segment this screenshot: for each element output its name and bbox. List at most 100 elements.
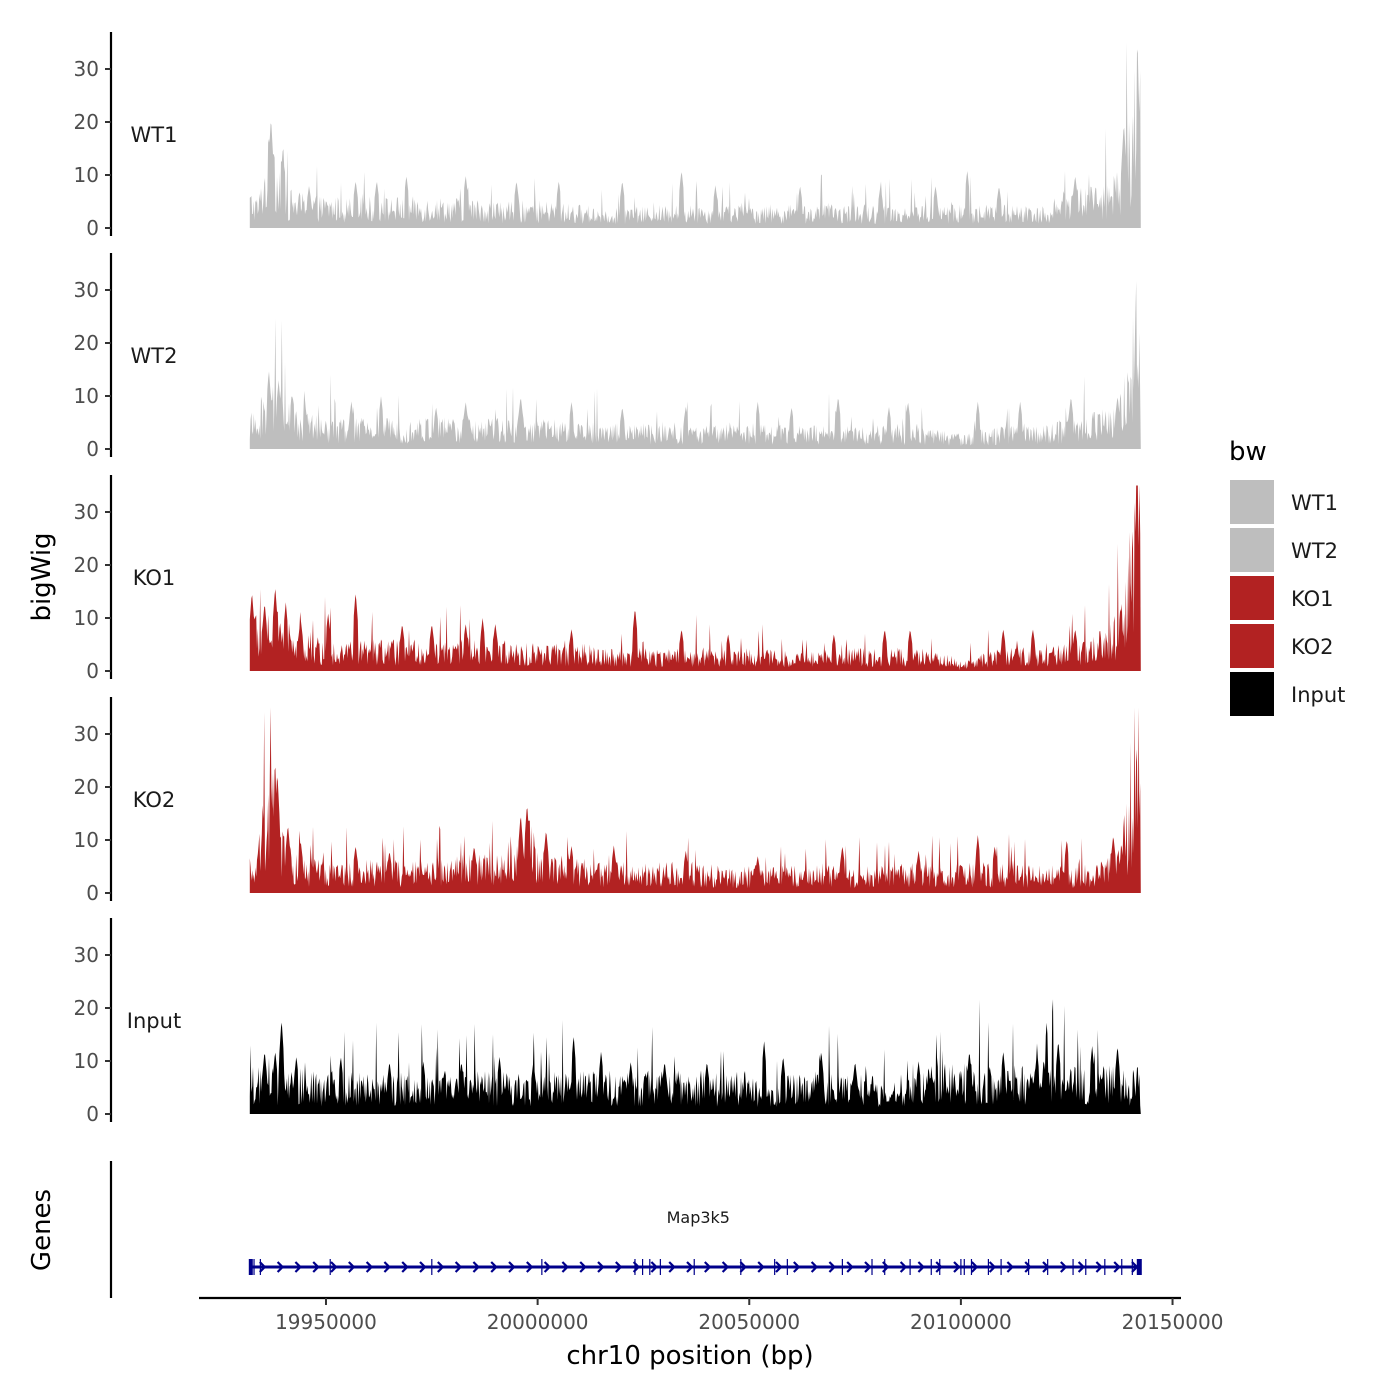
legend-entry-wt2: WT2 (1230, 528, 1338, 572)
strand-arrow (312, 1261, 320, 1273)
strand-arrow (437, 1261, 445, 1273)
strand-arrow (988, 1261, 997, 1273)
legend-label: KO2 (1291, 635, 1334, 659)
track-input: 0 10 20 30 Input (74, 918, 1141, 1126)
y-tick-label: 20 (74, 331, 99, 355)
legend-swatch (1230, 480, 1274, 524)
track-wt1: 0 10 20 30 WT1 (74, 32, 1141, 240)
y-tick-label: 30 (74, 278, 99, 302)
x-tick-label: 20150000 (1122, 1310, 1224, 1334)
exon-mark (248, 1259, 253, 1275)
legend-swatch (1230, 624, 1274, 668)
track-ko1: 0 10 20 30 KO1 (74, 475, 1141, 683)
y-tick-label: 20 (74, 996, 99, 1020)
signal-area-ko2 (249, 707, 1141, 893)
legend-swatch (1230, 528, 1274, 572)
strand-arrow (401, 1261, 409, 1273)
y-tick-label: 10 (74, 163, 99, 187)
strand-arrow (615, 1261, 623, 1273)
legend-swatch (1230, 672, 1274, 716)
legend-entry-wt1: WT1 (1230, 480, 1338, 524)
strand-arrow (490, 1261, 498, 1273)
strand-arrow (846, 1261, 854, 1273)
track-label-ko1: KO1 (133, 566, 176, 590)
strand-arrow (793, 1261, 801, 1273)
y-tick-label: 20 (74, 553, 99, 577)
strand-arrow (917, 1261, 925, 1273)
strand-arrow (579, 1261, 587, 1273)
signal-area-input (249, 999, 1141, 1114)
strand-arrow (419, 1261, 427, 1273)
y-tick-label: 30 (74, 722, 99, 746)
y-tick-label: 30 (74, 500, 99, 524)
strand-arrow (953, 1261, 961, 1273)
strand-arrow (348, 1261, 356, 1273)
signal-area-wt1 (249, 42, 1141, 228)
genes-track-title: Genes (27, 1189, 57, 1271)
y-tick-label: 0 (86, 437, 99, 461)
strand-arrow (1024, 1261, 1032, 1273)
y-tick-label: 10 (74, 384, 99, 408)
strand-arrow (1077, 1261, 1086, 1273)
track-label-input: Input (127, 1009, 181, 1033)
y-tick-label: 10 (74, 828, 99, 852)
strand-arrow (276, 1261, 285, 1273)
y-tick-label: 30 (74, 57, 99, 81)
genes-track: Genes Map3k5 (27, 1161, 1142, 1298)
legend-entry-ko1: KO1 (1230, 576, 1334, 620)
x-tick-label: 20050000 (698, 1310, 800, 1334)
legend-title: bw (1229, 437, 1267, 467)
legend-label: Input (1291, 683, 1345, 707)
strand-arrow (704, 1261, 712, 1273)
strand-arrow (259, 1261, 267, 1273)
strand-arrow (561, 1261, 569, 1273)
gene-map3k5: Map3k5 (248, 1208, 1142, 1275)
legend-entry-ko2: KO2 (1230, 624, 1334, 668)
x-axis-ticks: 19950000 20000000 20050000 20100000 20150000 (275, 1298, 1223, 1334)
track-label-wt1: WT1 (131, 123, 178, 147)
strand-arrow (472, 1261, 480, 1273)
strand-arrow (864, 1261, 872, 1273)
legend-label: WT1 (1291, 491, 1338, 515)
y-tick-label: 10 (74, 606, 99, 630)
x-tick-label: 19950000 (275, 1310, 377, 1334)
y-axis-title: bigWig (27, 532, 57, 621)
x-axis: 19950000 20000000 20050000 20100000 20150000… (199, 1296, 1223, 1371)
legend-entries: WT1 WT2 KO1 KO2 Input (1230, 480, 1345, 716)
track-ko2: 0 10 20 30 KO2 (74, 697, 1141, 905)
strand-arrow (383, 1261, 391, 1273)
strand-arrow (1095, 1261, 1103, 1273)
track-label-ko2: KO2 (133, 788, 176, 812)
track-label-wt2: WT2 (131, 344, 178, 368)
strand-arrow (971, 1261, 979, 1273)
strand-arrow (721, 1261, 730, 1273)
strand-arrow (775, 1261, 783, 1273)
strand-arrow (526, 1261, 534, 1273)
y-tick-label: 10 (74, 1049, 99, 1073)
strand-arrow (1113, 1261, 1121, 1273)
y-tick-label: 20 (74, 110, 99, 134)
strand-arrow (294, 1261, 302, 1273)
x-tick-label: 20100000 (910, 1310, 1012, 1334)
legend: bw WT1 WT2 KO1 KO2 Input (1229, 437, 1345, 716)
strand-arrow (935, 1261, 943, 1273)
strand-arrow (330, 1261, 338, 1273)
gene-name-label: Map3k5 (667, 1208, 730, 1227)
gene-model: Map3k5 (248, 1208, 1142, 1275)
strand-arrow (828, 1261, 836, 1273)
strand-arrow (899, 1261, 908, 1273)
bigwig-tracks: 0 10 20 30 WT1 0 10 20 30 WT2 0 10 20 30 KO1 0 10 20 30 KO2… (74, 32, 1141, 1126)
legend-swatch (1230, 576, 1274, 620)
strand-arrow (365, 1261, 374, 1273)
track-wt2: 0 10 20 30 WT2 (74, 253, 1141, 461)
strand-arrow (810, 1261, 819, 1273)
strand-arrow (508, 1261, 516, 1273)
y-tick-label: 0 (86, 881, 99, 905)
strand-arrow (543, 1261, 552, 1273)
signal-area-wt2 (249, 280, 1141, 449)
x-axis-title: chr10 position (bp) (566, 1341, 813, 1371)
y-tick-label: 30 (74, 943, 99, 967)
strand-arrow (668, 1261, 676, 1273)
strand-arrow (650, 1261, 658, 1273)
